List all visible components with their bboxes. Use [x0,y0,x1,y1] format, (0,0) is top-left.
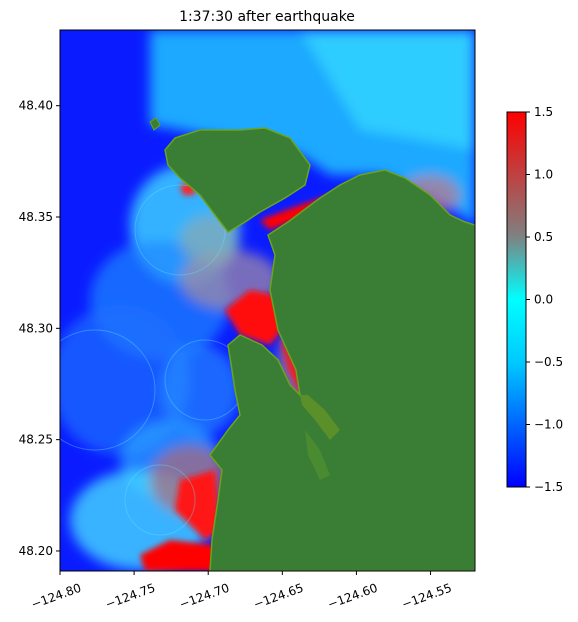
inlet-channel-2 [305,430,330,480]
y-tick-label: 48.25 [19,433,53,447]
wave-rings [60,184,246,536]
x-tick-label: −124.80 [29,581,83,612]
colorbar-ticks: −1.5 −1.0 −0.5 0.0 0.5 1.0 1.5 [526,105,563,494]
chart-title: 1:37:30 after earthquake [179,9,355,25]
y-tick-label: 48.20 [19,544,53,558]
heatmap-field [60,30,475,571]
colorbar-tick-label: 0.5 [534,230,553,244]
y-axis: 48.20 48.25 48.30 48.35 48.40 [19,99,60,558]
x-axis: −124.80 −124.75 −124.70 −124.65 −124.60 −124.… [29,571,454,612]
colorbar-tick-label: 1.5 [534,105,553,119]
land-peninsula-north [164,127,311,233]
x-tick-label: −124.60 [326,581,380,612]
colorbar-tick-label: 0.0 [534,293,553,307]
land-island [149,117,161,131]
x-tick-label: −124.70 [178,581,232,612]
land [149,117,475,571]
y-tick-label: 48.30 [19,321,53,335]
colorbar-tick-label: 1.0 [534,168,553,182]
colorbar: −1.5 −1.0 −0.5 0.0 0.5 1.0 1.5 [506,105,563,494]
inlet-channel [300,395,340,440]
colorbar-tick-label: −0.5 [534,355,563,369]
colorbar-tick-label: −1.5 [534,480,563,494]
colorbar-tick-label: −1.0 [534,418,563,432]
colorbar-gradient [506,111,527,488]
x-tick-label: −124.55 [400,581,454,612]
y-tick-label: 48.35 [19,210,53,224]
y-tick-label: 48.40 [19,99,53,113]
x-tick-label: −124.65 [252,581,306,612]
plot-frame [59,29,476,572]
x-tick-label: −124.75 [103,581,157,612]
land-mainland [209,169,475,571]
